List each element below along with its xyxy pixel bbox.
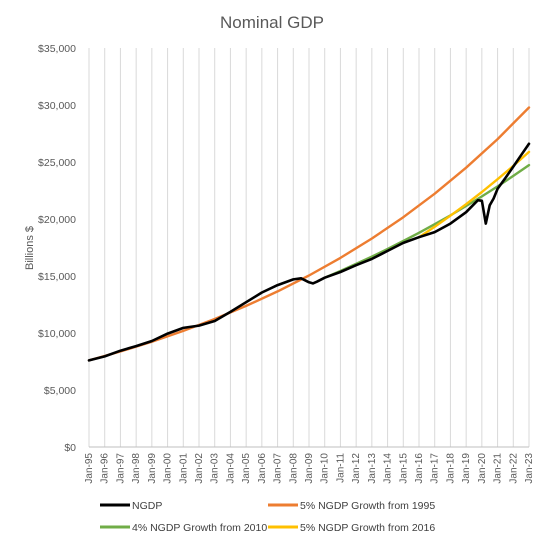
chart-title: Nominal GDP — [220, 13, 324, 32]
x-tick-label: Jan-06 — [257, 453, 268, 484]
x-tick-label: Jan-18 — [445, 453, 456, 484]
x-tick-label: Jan-21 — [493, 453, 504, 484]
x-tick-label: Jan-19 — [461, 453, 472, 484]
x-tick-labels: Jan-95 Jan-96 Jan-97 Jan-98 Jan-99 Jan-00 Jan-… — [84, 453, 535, 484]
x-tick-label: Jan-95 — [84, 453, 95, 484]
legend-label: NGDP — [132, 500, 162, 512]
x-tick-label: Jan-98 — [131, 453, 142, 484]
x-tick-label: Jan-11 — [335, 453, 346, 483]
x-tick-label: Jan-22 — [508, 453, 519, 484]
x-tick-label: Jan-99 — [147, 453, 158, 484]
series-line-5-ngdp-growth-from-1995 — [87, 106, 531, 362]
x-tick-label: Jan-02 — [194, 453, 205, 484]
x-tick-label: Jan-12 — [351, 453, 362, 484]
x-tick-label: Jan-20 — [477, 453, 488, 484]
series-line-4-ngdp-growth-from-2010 — [323, 163, 531, 279]
x-tick-label: Jan-97 — [115, 453, 126, 484]
x-tick-label: Jan-17 — [430, 453, 441, 484]
series-lines — [87, 106, 531, 362]
x-tick-label: Jan-05 — [241, 453, 252, 484]
y-tick-label: $30,000 — [38, 100, 76, 112]
x-tick-label: Jan-10 — [320, 453, 331, 484]
legend-label: 5% NGDP Growth from 2016 — [300, 522, 435, 534]
x-tick-label: Jan-03 — [210, 453, 221, 484]
y-tick-label: $10,000 — [38, 328, 76, 340]
y-tick-labels: $0 $5,000 $10,000 $15,000 $20,000 $25,000 $30,… — [38, 43, 76, 454]
y-tick-label: $15,000 — [38, 271, 76, 283]
x-tick-label: Jan-13 — [367, 453, 378, 484]
x-tick-label: Jan-07 — [273, 453, 284, 484]
x-tick-label: Jan-04 — [225, 453, 236, 484]
y-tick-label: $20,000 — [38, 214, 76, 226]
y-tick-label: $0 — [64, 442, 76, 454]
y-tick-label: $35,000 — [38, 43, 76, 55]
x-tick-label: Jan-14 — [383, 453, 394, 484]
axes — [88, 48, 529, 448]
legend-label: 5% NGDP Growth from 1995 — [300, 500, 435, 512]
x-tick-label: Jan-15 — [398, 453, 409, 484]
x-tick-label: Jan-08 — [288, 453, 299, 484]
x-tick-label: Jan-96 — [100, 453, 111, 484]
y-tick-label: $25,000 — [38, 157, 76, 169]
x-tick-label: Jan-09 — [304, 453, 315, 484]
legend-label: 4% NGDP Growth from 2010 — [132, 522, 267, 534]
x-tick-label: Jan-16 — [414, 453, 425, 484]
x-tick-label: Jan-23 — [524, 453, 535, 484]
x-tick-label: Jan-01 — [178, 453, 189, 484]
series-line-ngdp — [87, 142, 531, 362]
y-axis-label: Billions $ — [24, 226, 36, 270]
y-tick-label: $5,000 — [44, 385, 76, 397]
x-tick-label: Jan-00 — [163, 453, 174, 484]
gridlines — [88, 48, 530, 447]
legend: NGDP 5% NGDP Growth from 1995 4% NGDP Grow… — [100, 500, 435, 534]
